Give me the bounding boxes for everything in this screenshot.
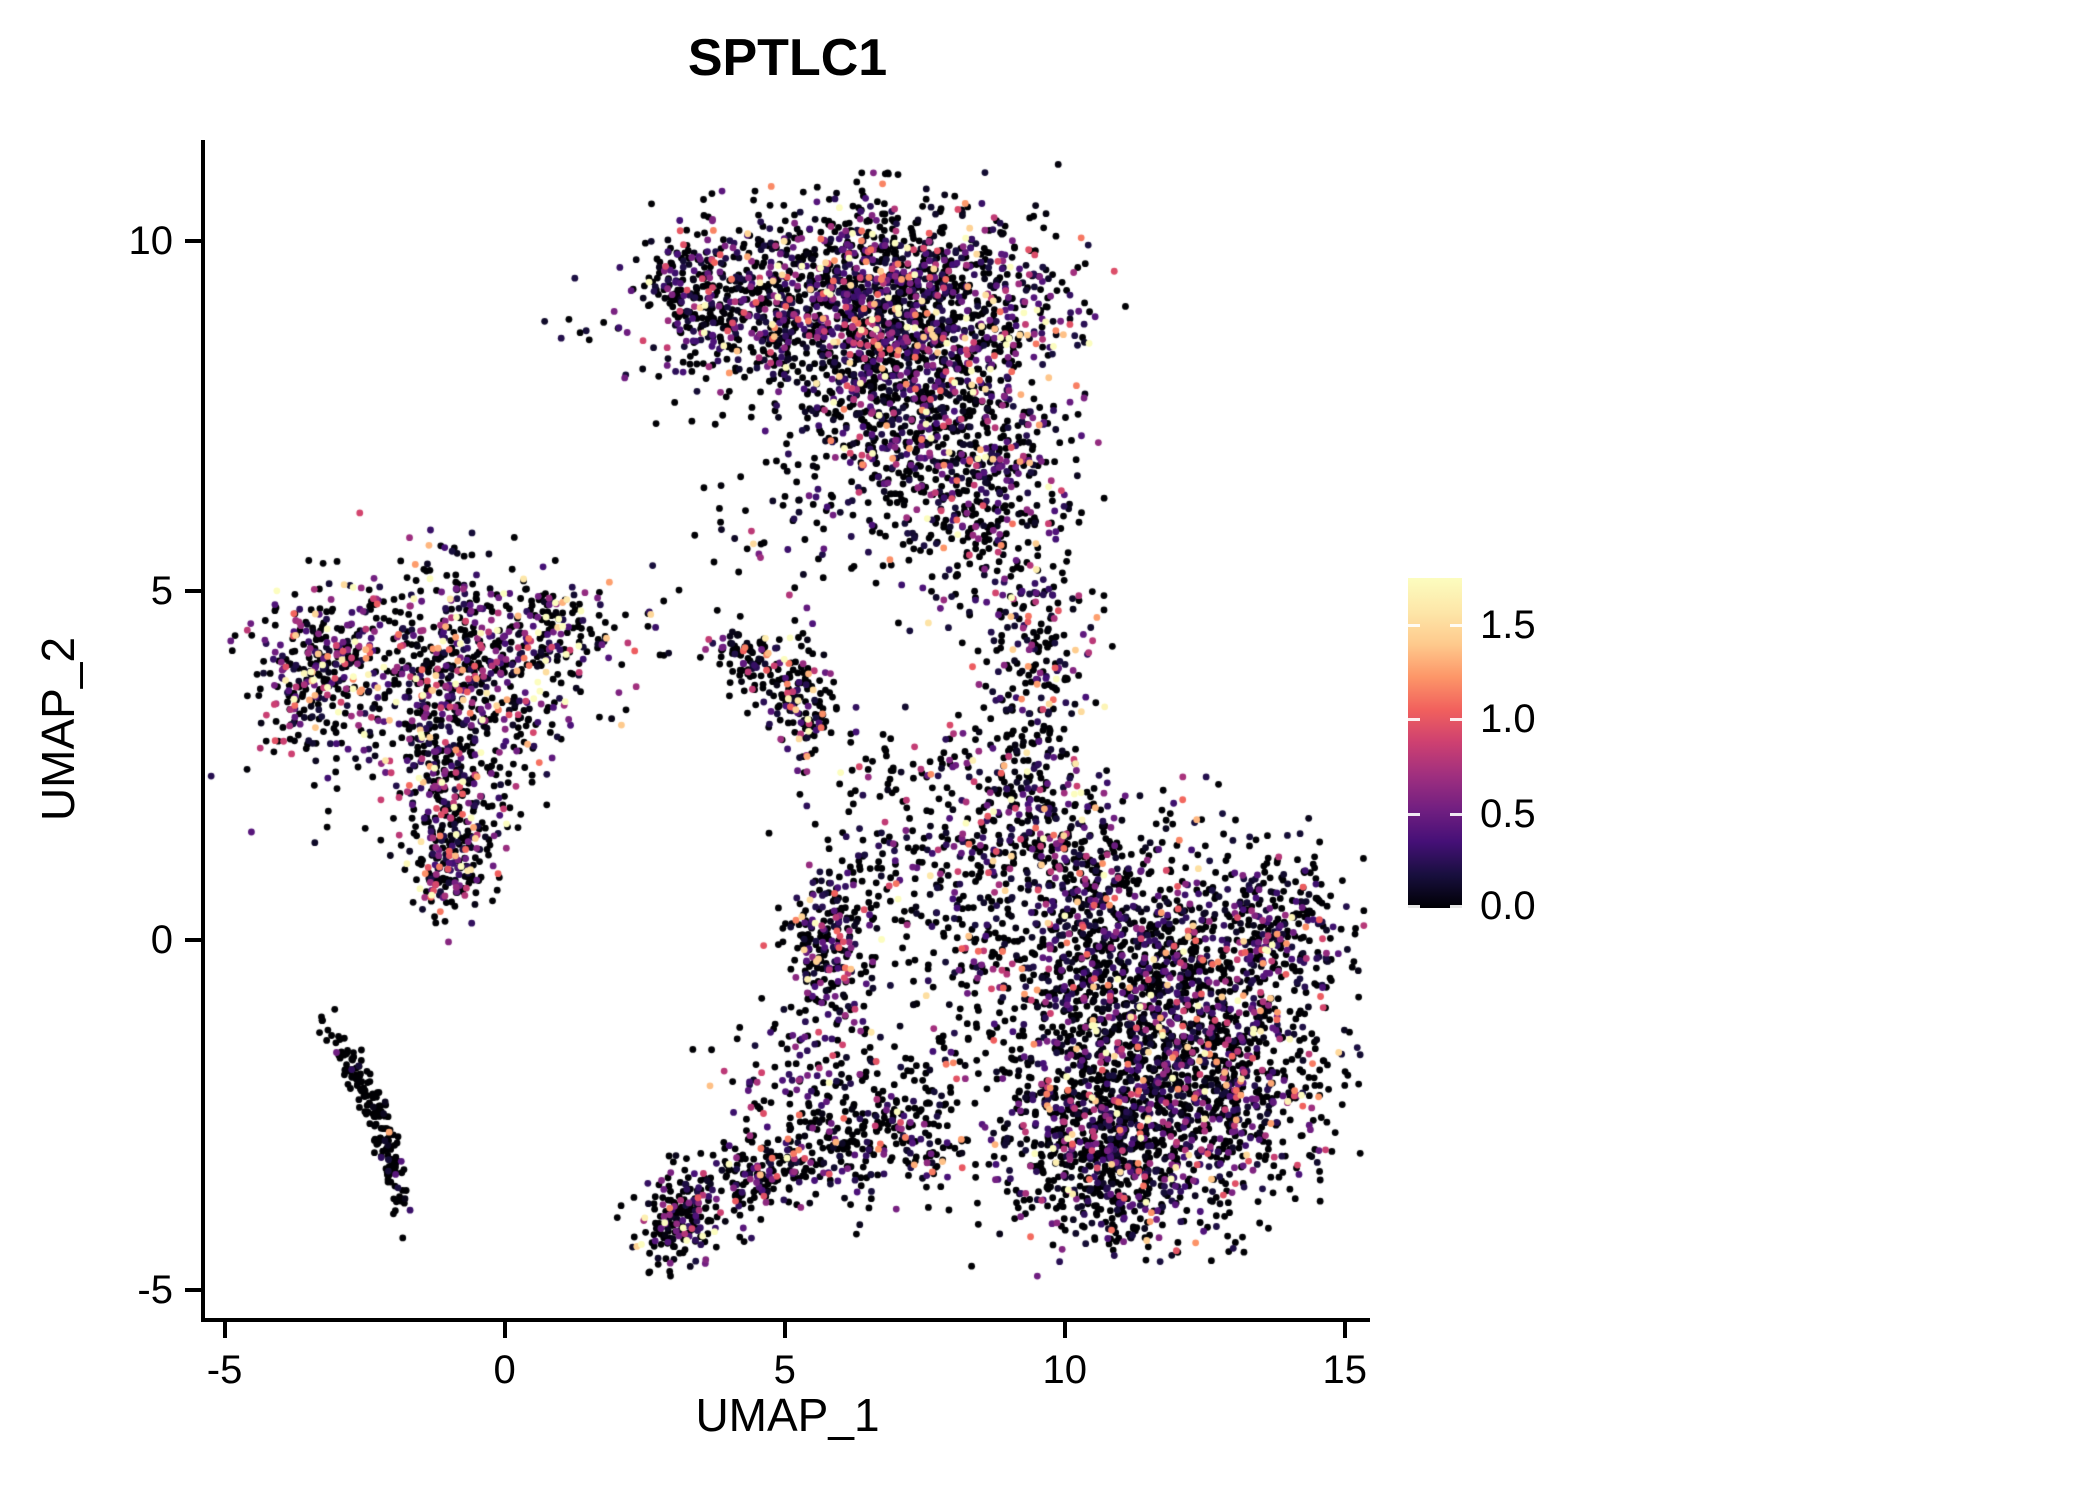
x-tick-mark — [502, 1322, 507, 1338]
colorbar-gradient — [1408, 578, 1462, 908]
plot-panel — [205, 140, 1370, 1318]
colorbar-tick-label: 1.0 — [1480, 697, 1536, 742]
colorbar-tick-mark — [1450, 624, 1462, 628]
colorbar-tick-mark — [1408, 624, 1420, 628]
colorbar-tick-mark — [1450, 812, 1462, 816]
y-tick-mark — [185, 938, 201, 943]
x-axis-title: UMAP_1 — [695, 1389, 880, 1441]
y-tick-label: 5 — [150, 568, 173, 613]
colorbar-tick-mark — [1450, 905, 1462, 908]
plot-title: SPTLC1 — [687, 29, 888, 87]
y-tick-label: 0 — [150, 918, 173, 963]
colorbar-tick-label: 0.5 — [1480, 791, 1536, 836]
x-axis-line — [201, 1318, 1370, 1322]
colorbar-tick-label: 0.0 — [1480, 884, 1536, 928]
colorbar-tick-mark — [1450, 718, 1462, 722]
x-tick-label: 0 — [493, 1348, 516, 1392]
y-tick-label: 10 — [128, 219, 174, 264]
y-tick-mark — [185, 588, 201, 593]
x-tick-label: 15 — [1322, 1348, 1368, 1392]
colorbar-tick-mark — [1408, 718, 1420, 722]
y-tick-mark — [185, 239, 201, 244]
x-tick-mark — [1062, 1322, 1067, 1338]
x-tick-mark — [782, 1322, 787, 1338]
y-axis-line — [201, 140, 205, 1322]
y-axis-title-text: UMAP_2 — [32, 636, 84, 822]
x-tick-label: -5 — [206, 1348, 243, 1392]
x-tick-mark — [222, 1322, 227, 1338]
x-tick-mark — [1342, 1322, 1347, 1338]
y-tick-label: -5 — [137, 1268, 173, 1313]
colorbar-tick-mark — [1408, 812, 1420, 816]
x-tick-label: 5 — [773, 1348, 796, 1392]
colorbar-tick-label: 1.5 — [1480, 603, 1536, 648]
colorbar-tick-mark — [1408, 905, 1420, 908]
x-tick-label: 10 — [1042, 1348, 1087, 1392]
y-tick-mark — [185, 1288, 201, 1293]
scatter-points-canvas — [205, 140, 1370, 1318]
